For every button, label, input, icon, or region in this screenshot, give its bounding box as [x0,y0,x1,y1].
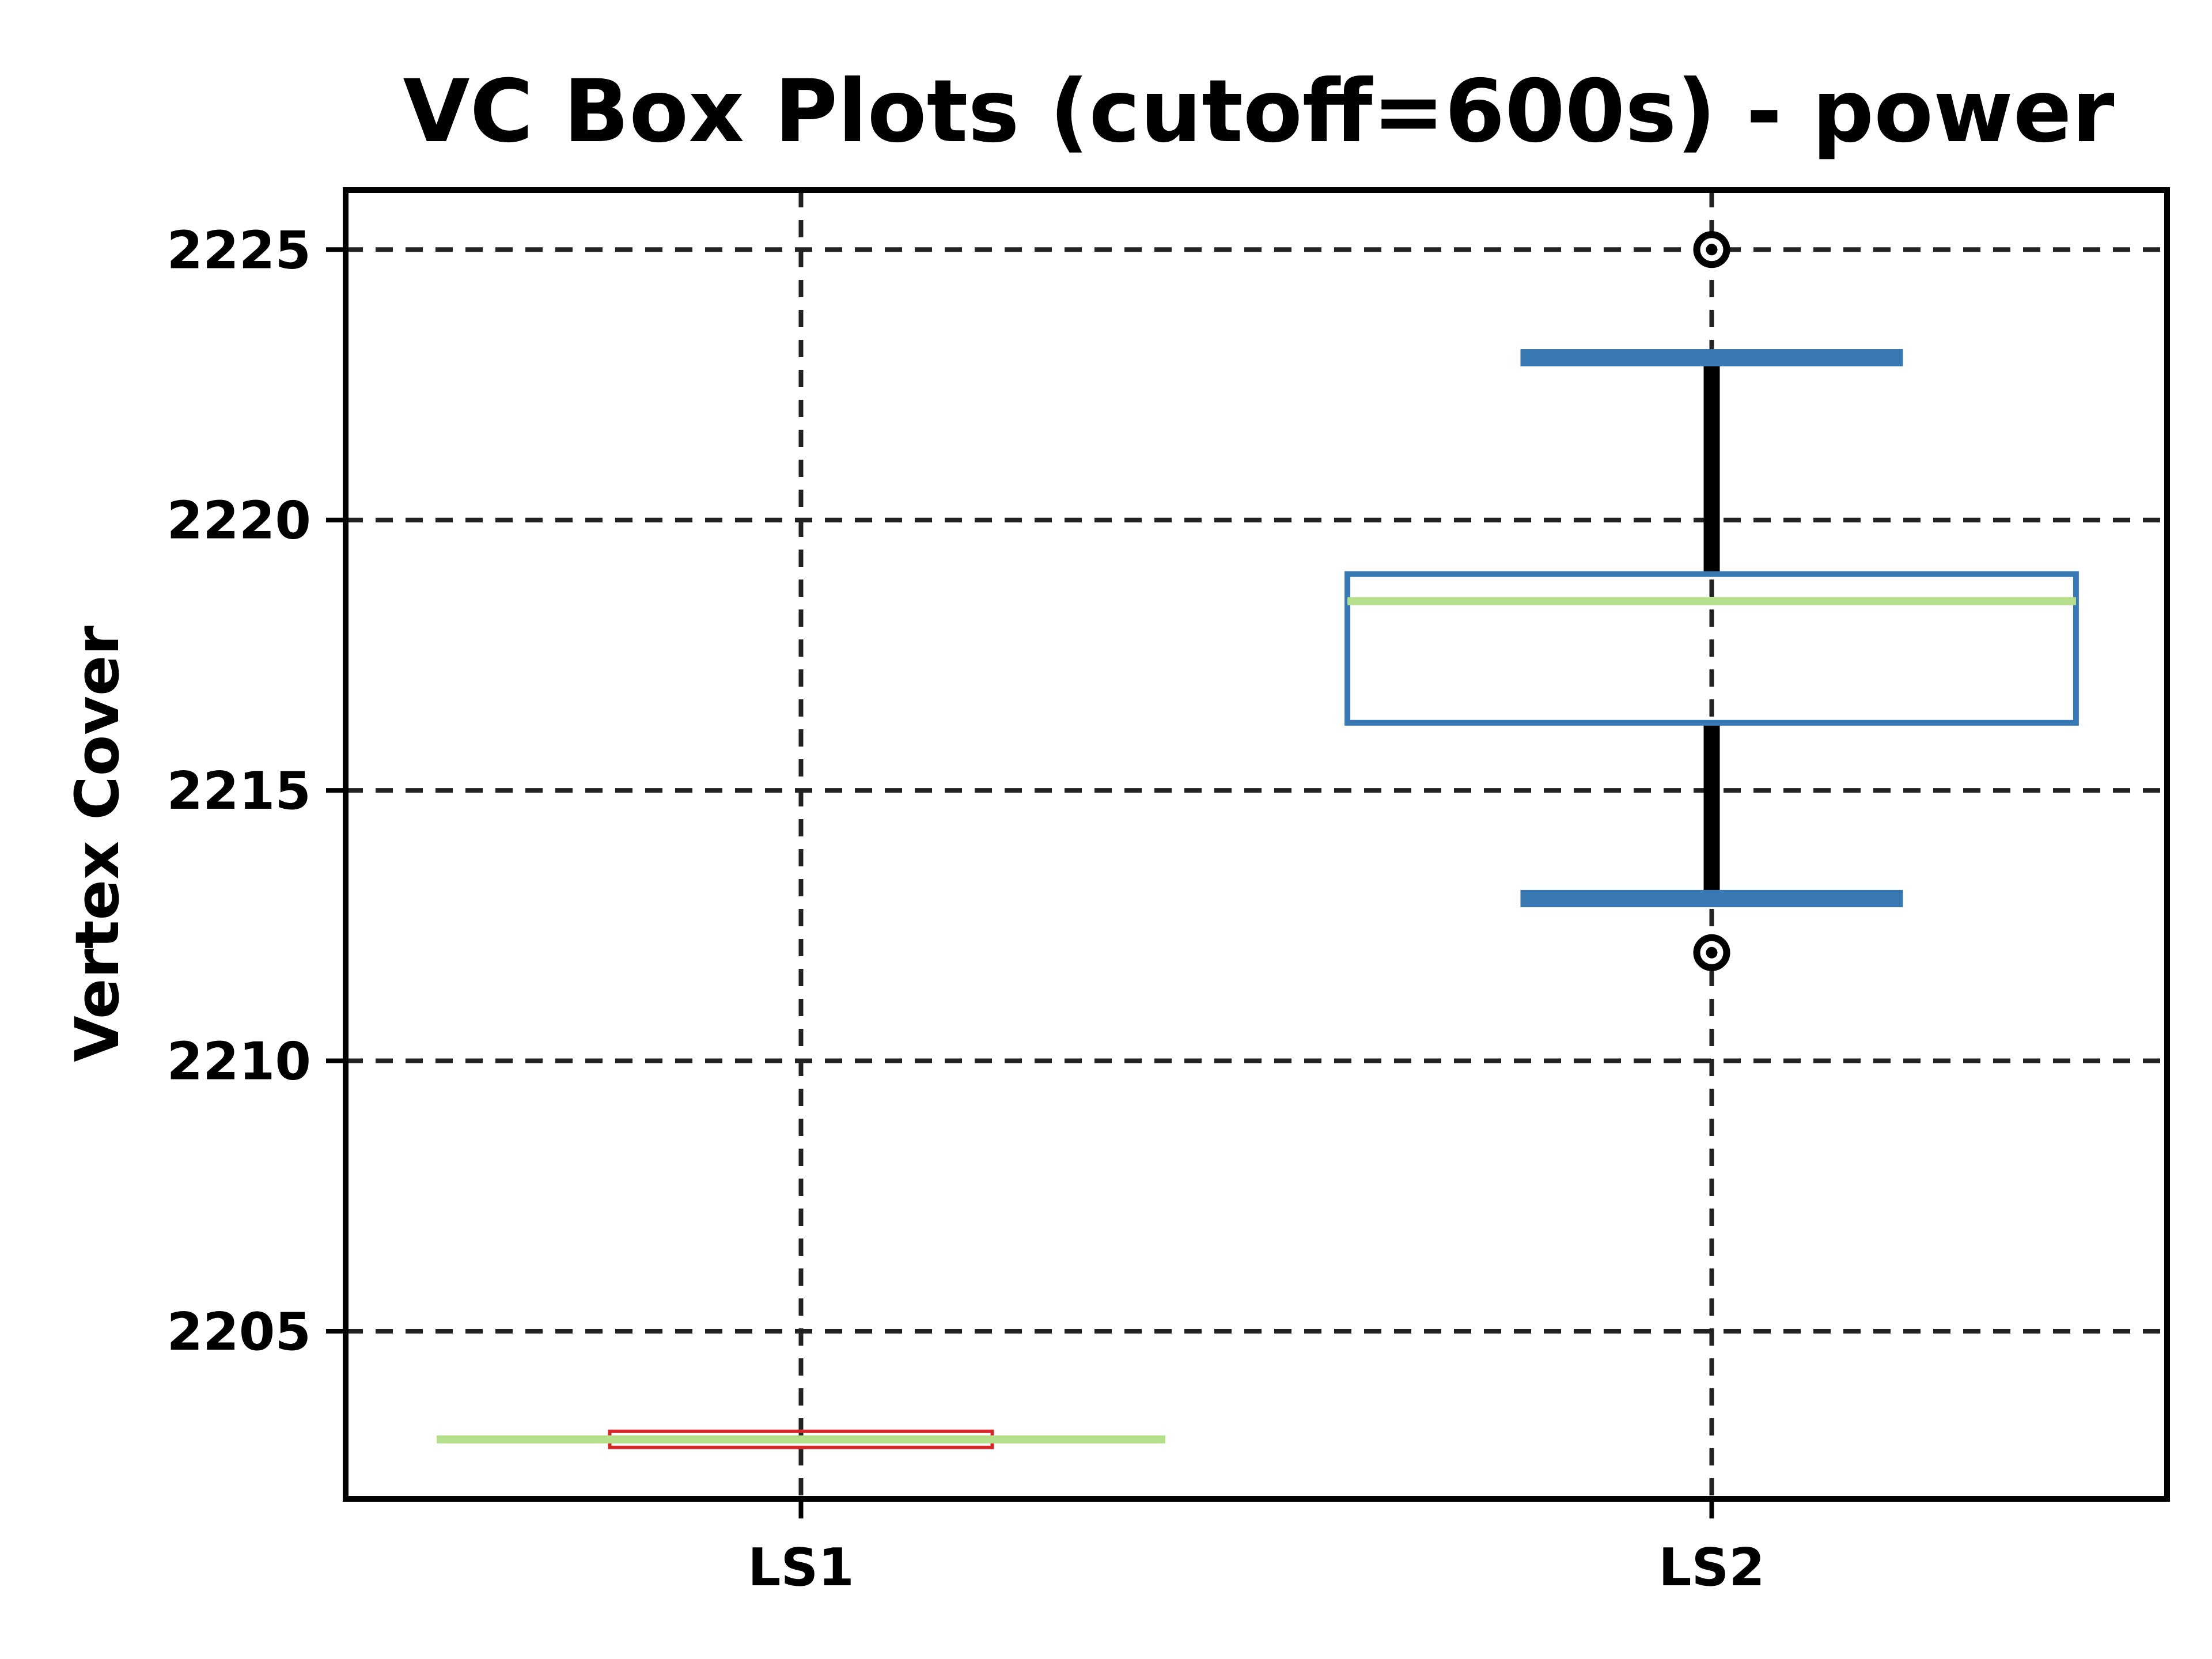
box-LS1 [437,1429,1165,1449]
chart-title: VC Box Plots (cutoff=600s) - power [403,62,2115,162]
y-tick-label: 2210 [167,1032,312,1092]
grid-lines [346,190,2167,1499]
y-tick-label: 2220 [167,491,312,551]
y-tick-label: 2215 [167,761,312,821]
y-tick-label: 2225 [167,220,312,281]
outlier-point-core [1706,946,1718,959]
y-axis-label: Vertex Cover [62,626,132,1062]
x-tick-label: LS2 [1658,1537,1765,1598]
x-axis-ticks: LS1 LS2 [748,1499,1765,1598]
y-tick-label: 2205 [167,1302,312,1362]
box-LS2 [1344,231,2079,971]
box-series [437,231,2079,1449]
x-tick-label: LS1 [748,1537,854,1598]
plot-frame [343,187,2170,1502]
outlier-point-core [1706,244,1718,256]
y-axis-ticks: 2205 2210 2215 2220 2225 [167,220,346,1362]
box-body [1344,571,2079,726]
